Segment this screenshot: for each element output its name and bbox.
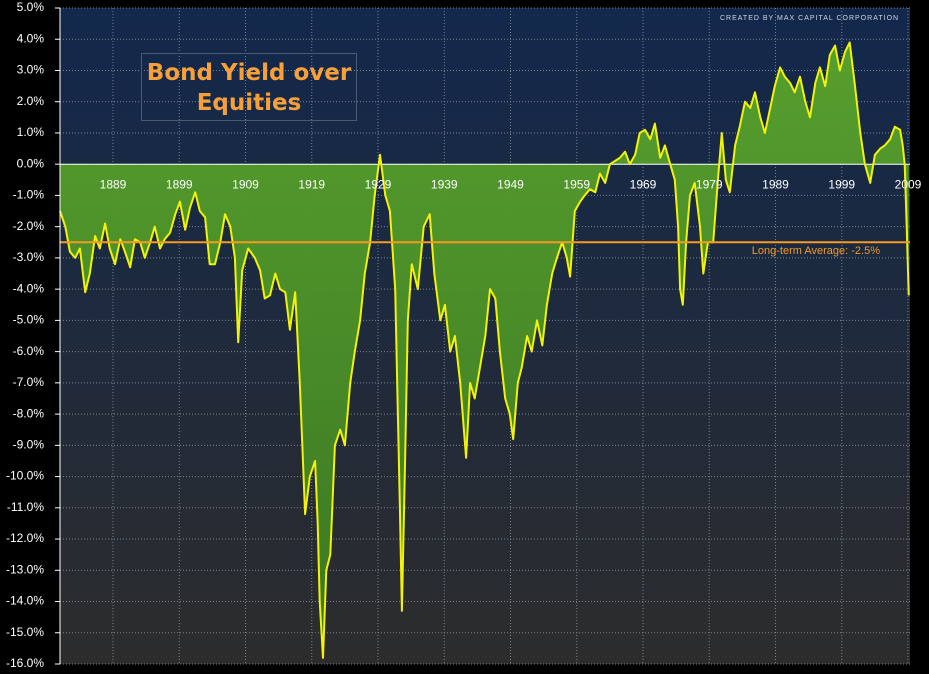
y-tick-label: -14.0% — [6, 594, 44, 608]
x-tick-label: 1949 — [497, 177, 524, 191]
x-tick-label: 1889 — [100, 177, 127, 191]
y-tick-label: -5.0% — [13, 313, 45, 327]
x-tick-label: 1919 — [298, 177, 325, 191]
y-tick-label: -13.0% — [6, 562, 44, 576]
x-tick-label: 1899 — [166, 177, 193, 191]
x-tick-label: 1959 — [563, 177, 590, 191]
x-tick-label: 1969 — [630, 177, 657, 191]
y-tick-label: -6.0% — [13, 344, 45, 358]
y-tick-label: -7.0% — [13, 375, 45, 389]
y-tick-label: 5.0% — [17, 0, 45, 14]
chart-title: Bond Yield over Equities — [141, 53, 357, 121]
y-tick-label: -15.0% — [6, 625, 44, 639]
y-tick-label: 3.0% — [17, 63, 45, 77]
x-tick-label: 1939 — [431, 177, 458, 191]
y-tick-label: -12.0% — [6, 531, 44, 545]
annotation: Long-term Average: -2.5% — [752, 245, 880, 257]
y-tick-label: 1.0% — [17, 125, 45, 139]
credit: CREATED BY MAX CAPITAL CORPORATION — [720, 15, 900, 22]
x-tick-label: 1909 — [232, 177, 259, 191]
y-tick-label: 4.0% — [17, 31, 45, 45]
y-tick-label: -3.0% — [13, 250, 45, 264]
y-tick-label: -10.0% — [6, 469, 44, 483]
y-tick-label: -9.0% — [13, 438, 45, 452]
line — [59, 41, 910, 659]
y-tick-label: -1.0% — [13, 188, 45, 202]
y-tick-label: 0.0% — [17, 156, 45, 170]
y-tick-label: -4.0% — [13, 281, 45, 295]
x-tick-label: 1999 — [828, 177, 855, 191]
x-tick-label: 1979 — [696, 177, 723, 191]
x-tick-label: 2009 — [895, 177, 922, 191]
x-tick-label: 1929 — [365, 177, 392, 191]
x-tick-label: 1989 — [762, 177, 789, 191]
y-tick-label: -8.0% — [13, 406, 45, 420]
y-tick-label: -16.0% — [6, 656, 44, 670]
y-tick-label: -11.0% — [7, 500, 44, 514]
y-tick-label: 2.0% — [17, 94, 45, 108]
y-tick-label: -2.0% — [13, 219, 45, 233]
